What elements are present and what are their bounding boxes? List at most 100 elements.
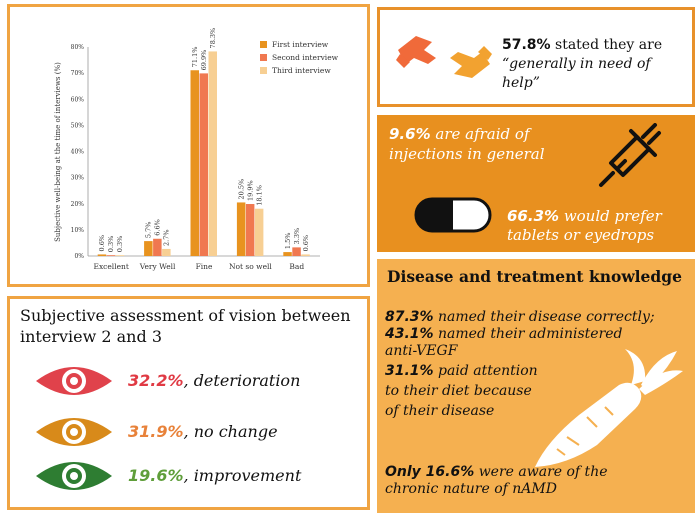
afraid-percent: 9.6% xyxy=(389,125,431,143)
pill-capsule-icon xyxy=(414,197,492,233)
bar xyxy=(254,208,264,256)
vision-row-no-change: 31.9%, no change xyxy=(10,410,370,454)
legend-swatch xyxy=(260,54,267,61)
afraid-text-b: injections in general xyxy=(389,145,545,163)
eye-icon xyxy=(36,367,112,395)
y-tick-label: 0% xyxy=(74,253,84,260)
knowledge-bold-7: Only 16.6% xyxy=(385,464,475,480)
knowledge-pct-4: 31.1% xyxy=(385,363,434,379)
vision-text-deterioration: 32.2%, deterioration xyxy=(128,371,300,390)
bar-value-label: 1.5% xyxy=(284,233,292,250)
bar-value-label: 2.7% xyxy=(163,229,171,246)
knowledge-line-5: to their diet because xyxy=(385,383,532,399)
bar xyxy=(144,241,153,256)
x-category-label: Not so well xyxy=(229,262,272,271)
knowledge-pct-1: 87.3% xyxy=(385,309,434,325)
wellbeing-bar-chart: Subjective well-being at the time of int… xyxy=(54,28,339,271)
bar-value-label: 69.9% xyxy=(200,50,208,71)
vision-row-improvement: 19.6%, improvement xyxy=(10,454,370,498)
help-percent: 57.8% xyxy=(502,37,551,53)
x-category-label: Fine xyxy=(196,262,213,271)
vision-pct-no-change: 31.9% xyxy=(128,422,184,441)
knowledge-line-2: 43.1% named their administered xyxy=(385,326,623,343)
legend-label: Second interview xyxy=(272,53,339,62)
y-tick-label: 70% xyxy=(71,70,85,77)
bar xyxy=(106,255,116,256)
bar-value-label: 18.1% xyxy=(255,185,263,206)
bar-value-label: 19.9% xyxy=(246,180,254,201)
legend-label: First interview xyxy=(272,40,329,49)
y-tick-label: 30% xyxy=(71,175,85,182)
vision-label-no-change: , no change xyxy=(183,422,278,441)
vision-row-deterioration: 32.2%, deterioration xyxy=(10,359,370,403)
bar xyxy=(190,70,199,256)
vision-title: Subjective assessment of vision between … xyxy=(20,306,351,346)
y-axis-label: Subjective well-being at the time of int… xyxy=(54,62,62,242)
eye-icon xyxy=(36,418,112,446)
knowledge-line-7: Only 16.6% were aware of the xyxy=(385,464,608,481)
legend-swatch xyxy=(260,67,267,74)
vision-panel: Subjective assessment of vision between … xyxy=(7,296,370,510)
bar-value-label: 6.6% xyxy=(154,219,162,236)
vision-pct-deterioration: 32.2% xyxy=(128,371,184,390)
bar xyxy=(236,202,246,256)
knowledge-line-3: anti-VEGF xyxy=(385,343,458,359)
knowledge-text-7: were aware of the xyxy=(474,464,608,480)
carrot-icon xyxy=(535,349,683,467)
x-category-label: Very Well xyxy=(139,262,176,271)
afraid-stat: 9.6% are afraid of xyxy=(389,125,530,144)
vision-pct-improvement: 19.6% xyxy=(128,466,184,485)
bar xyxy=(97,254,107,256)
knowledge-text-4: paid attention xyxy=(433,363,538,379)
prefer-stat: 66.3% would prefer xyxy=(507,207,662,226)
bar-value-label: 0.6% xyxy=(302,235,310,252)
wellbeing-chart-panel: Subjective well-being at the time of int… xyxy=(7,4,370,287)
bar xyxy=(208,51,217,256)
bar-value-label: 0.3% xyxy=(116,236,124,253)
bar-value-label: 3.3% xyxy=(293,228,301,245)
bar xyxy=(283,252,292,256)
vision-label-deterioration: , deterioration xyxy=(183,371,301,390)
help-text-a: stated they are xyxy=(550,37,663,53)
y-tick-label: 40% xyxy=(71,149,85,156)
vision-text-improvement: 19.6%, improvement xyxy=(128,466,301,485)
vision-label-improvement: , improvement xyxy=(183,466,302,485)
bar xyxy=(115,255,125,256)
y-tick-label: 50% xyxy=(71,122,85,129)
bar-value-label: 71.1% xyxy=(191,47,199,68)
knowledge-line-6: of their disease xyxy=(385,403,495,419)
knowledge-line-4: 31.1% paid attention xyxy=(385,363,538,380)
prefer-text-b: tablets or eyedrops xyxy=(507,226,655,244)
bar xyxy=(153,238,162,256)
help-text-b: “generally in need of help” xyxy=(502,56,651,91)
y-tick-label: 80% xyxy=(71,44,85,51)
y-tick-label: 20% xyxy=(71,201,85,208)
vision-text-no-change: 31.9%, no change xyxy=(128,422,278,441)
y-tick-label: 60% xyxy=(71,96,85,103)
knowledge-line-1: 87.3% named their disease correctly; xyxy=(385,309,655,326)
bar xyxy=(292,247,301,256)
help-stat-text: 57.8% stated they are “generally in need… xyxy=(502,36,687,93)
bar-value-label: 78.3% xyxy=(209,28,217,49)
eye-icon xyxy=(36,462,112,490)
knowledge-title: Disease and treatment knowledge xyxy=(387,267,682,286)
bar-value-label: 0.3% xyxy=(107,236,115,253)
bar xyxy=(245,204,255,256)
x-category-label: Bad xyxy=(289,262,304,271)
knowledge-text-2: named their administered xyxy=(433,326,623,342)
prefer-percent: 66.3% xyxy=(507,207,560,225)
syringe-icon xyxy=(599,123,661,187)
legend-swatch xyxy=(260,41,267,48)
x-category-label: Excellent xyxy=(93,262,128,271)
knowledge-panel: Disease and treatment knowledge 87.3% na… xyxy=(377,259,695,513)
afraid-text-a: are afraid of xyxy=(430,125,530,143)
bar-value-label: 0.6% xyxy=(98,235,106,252)
bar-value-label: 5.7% xyxy=(145,222,153,239)
knowledge-line-8: chronic nature of nAMD xyxy=(385,481,557,497)
prefer-text-a: would prefer xyxy=(559,207,662,225)
bar xyxy=(199,73,208,256)
bar xyxy=(162,248,171,256)
injection-panel: 9.6% are afraid of injections in general… xyxy=(377,115,695,252)
bar-value-label: 20.5% xyxy=(237,179,245,200)
legend-label: Third interview xyxy=(272,66,331,75)
